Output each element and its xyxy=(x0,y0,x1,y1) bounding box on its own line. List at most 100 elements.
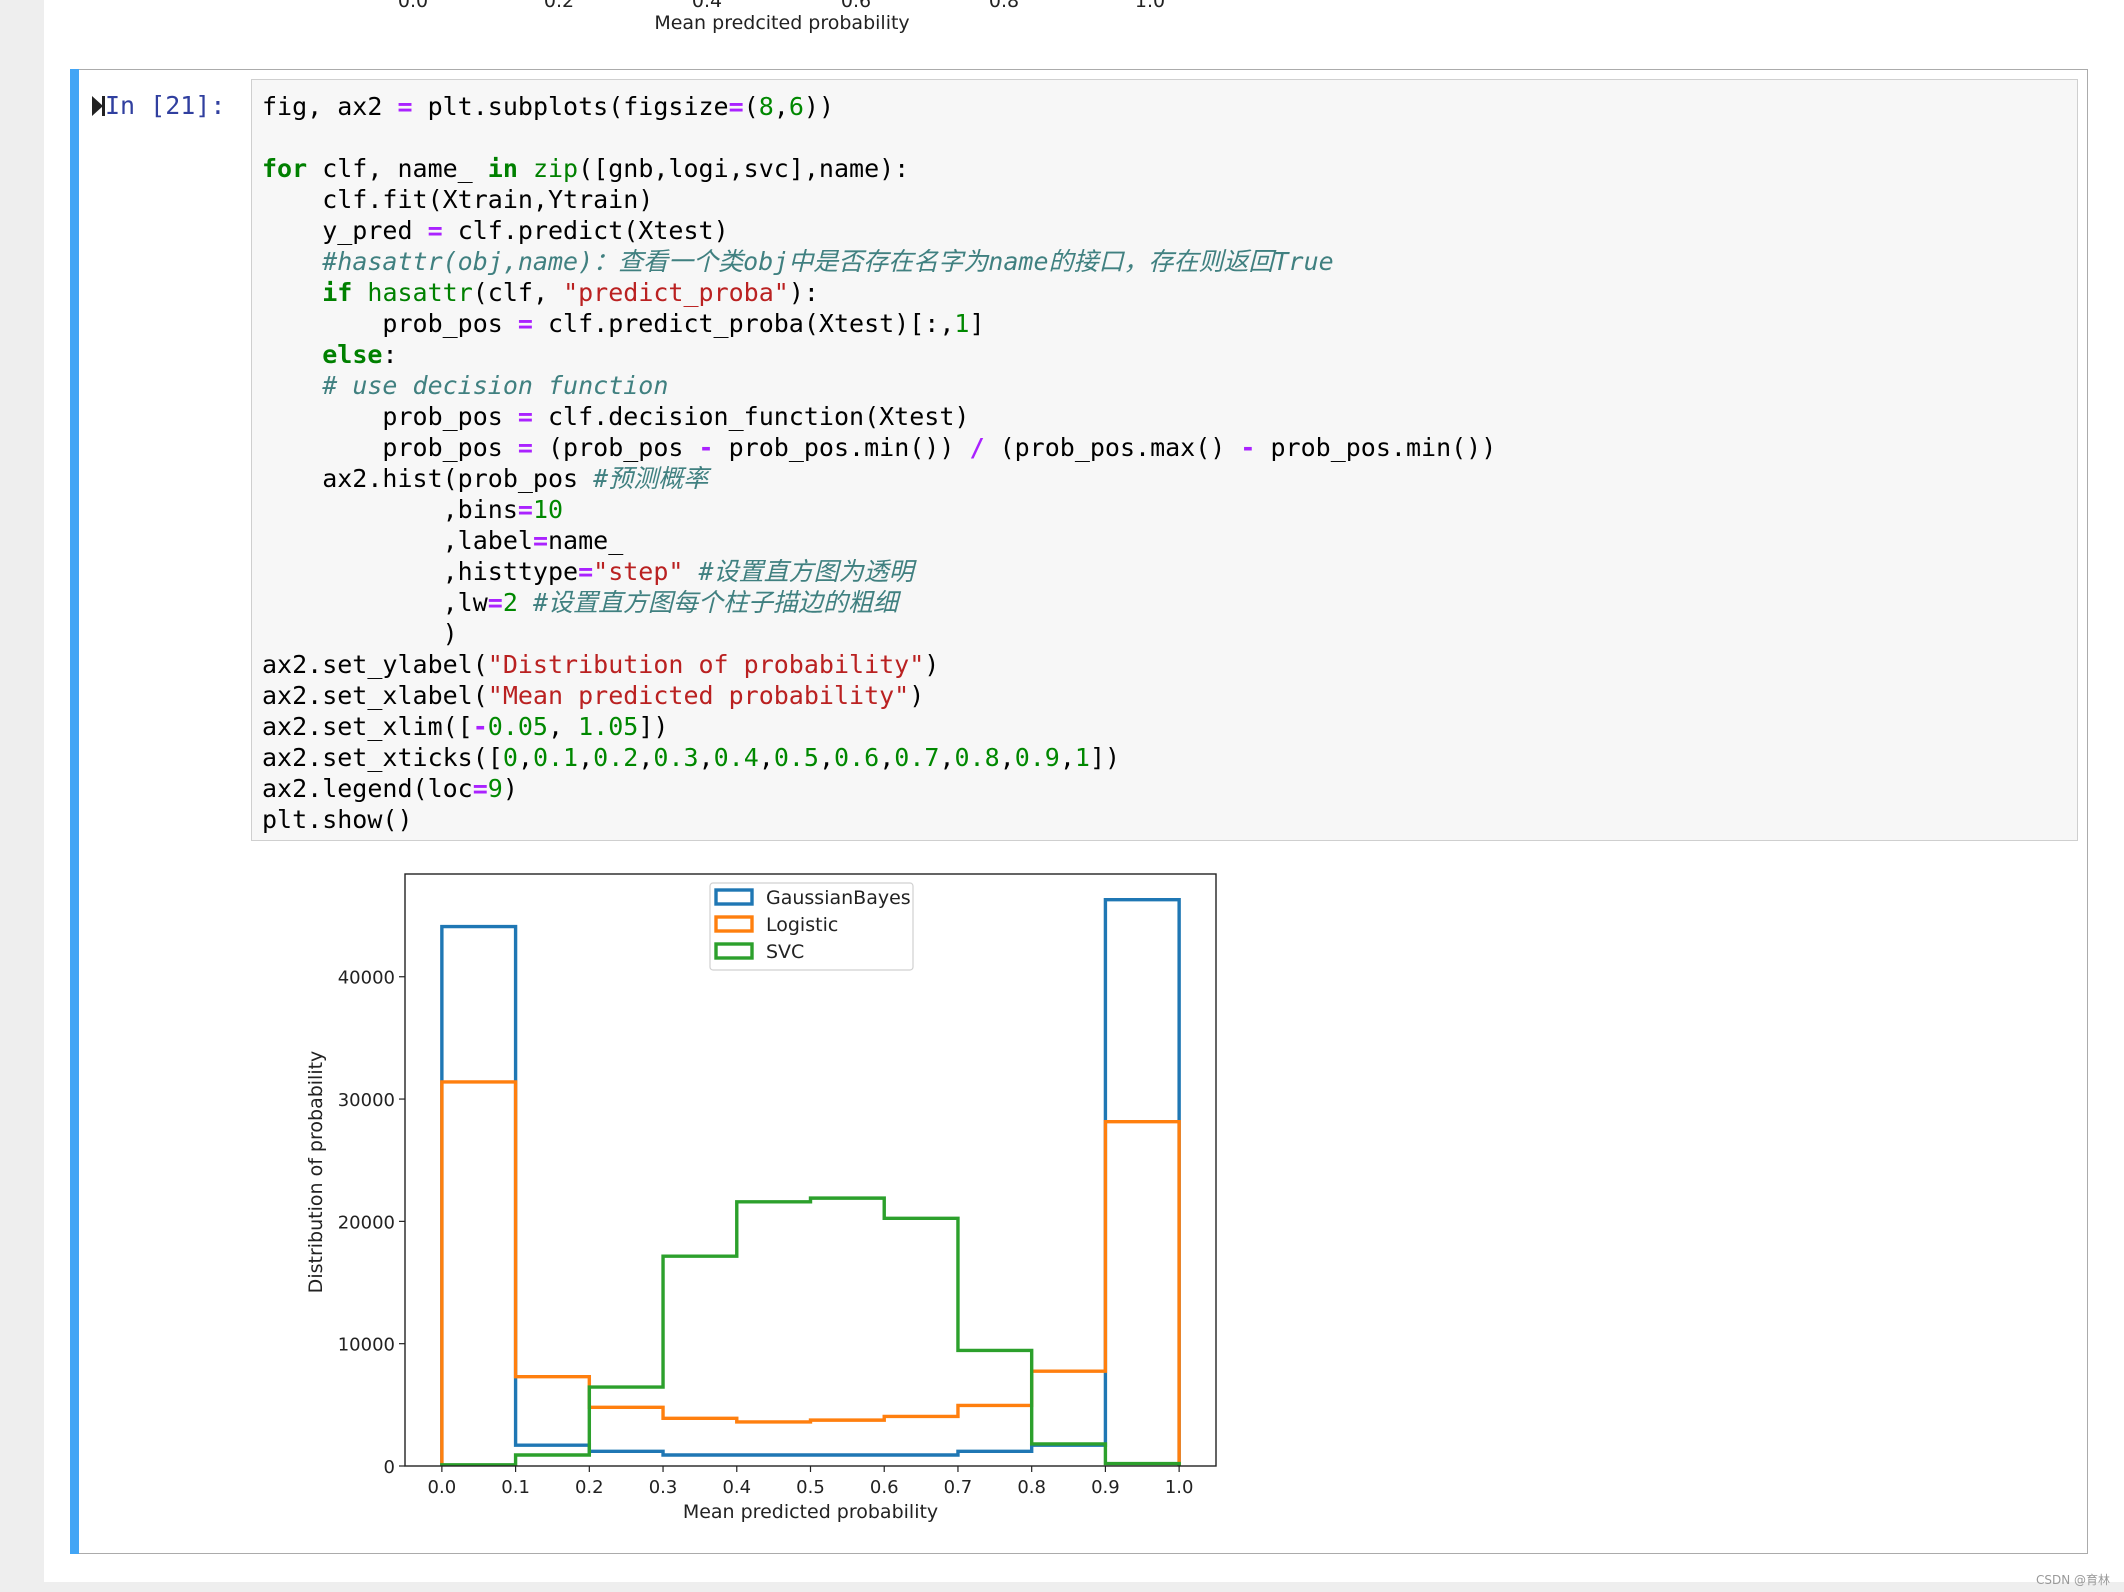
code-token: (prob_pos.max() xyxy=(984,433,1241,462)
code-token: ax2.set_xticks([ xyxy=(262,743,503,772)
code-token: prob_pos.min()) xyxy=(713,433,970,462)
x-tick-label: 0.4 xyxy=(722,1477,751,1498)
prompt-label: In [21]: xyxy=(105,91,226,120)
code-line: # use decision function xyxy=(262,370,2077,401)
y-tick-label: 20000 xyxy=(338,1212,395,1233)
code-token: "Distribution of probability" xyxy=(487,650,925,679)
code-token: 8 xyxy=(758,92,774,121)
prev-x-tick-label: 0.4 xyxy=(691,0,723,12)
code-token: 0.05 xyxy=(487,712,548,741)
code-token: 1 xyxy=(1074,743,1090,772)
code-token: , xyxy=(939,743,955,772)
histogram-series-logistic xyxy=(440,1080,1181,1466)
y-tick-label: 0 xyxy=(384,1457,395,1478)
code-token: fig, ax2 xyxy=(262,92,398,121)
code-token: 0.4 xyxy=(713,743,759,772)
code-token: prob_pos xyxy=(262,309,518,338)
code-token: plt.show() xyxy=(262,805,413,834)
code-token: ,bins xyxy=(262,495,518,524)
code-token: 0.6 xyxy=(834,743,880,772)
y-tick-label: 40000 xyxy=(338,968,395,989)
code-line: prob_pos = clf.decision_function(Xtest) xyxy=(262,401,2077,432)
code-token: ([gnb,logi,svc],name): xyxy=(578,154,910,183)
x-tick-label: 1.0 xyxy=(1165,1477,1194,1498)
code-token: hasattr xyxy=(367,278,473,307)
code-token: "predict_proba" xyxy=(563,278,789,307)
code-line: ,bins=10 xyxy=(262,494,2077,525)
x-tick-label: 0.5 xyxy=(796,1477,825,1498)
code-line: for clf, name_ in zip([gnb,logi,svc],nam… xyxy=(262,153,2077,184)
code-line: ,histtype="step" #设置直方图为透明 xyxy=(262,556,2077,587)
code-token: 9 xyxy=(487,774,503,803)
code-token: = xyxy=(517,495,533,524)
code-token: ax2.set_xlabel( xyxy=(262,681,488,710)
code-line: ax2.set_ylabel("Distribution of probabil… xyxy=(262,649,2077,680)
code-token: clf.decision_function(Xtest) xyxy=(532,402,970,431)
code-token: prob_pos xyxy=(262,402,518,431)
watermark: CSDN @育林 xyxy=(2035,1573,2110,1587)
x-tick-label: 0.2 xyxy=(575,1477,604,1498)
prev-x-tick-label: 0.0 xyxy=(397,0,429,12)
x-tick-label: 0.6 xyxy=(870,1477,899,1498)
y-tick-label: 10000 xyxy=(338,1335,395,1356)
x-tick-label: 0.3 xyxy=(649,1477,678,1498)
code-token: = xyxy=(517,433,533,462)
code-token: name_ xyxy=(548,526,624,555)
legend-label: Logistic xyxy=(766,914,838,936)
code-token: (prob_pos xyxy=(532,433,699,462)
code-token: clf.predict_proba(Xtest)[:, xyxy=(532,309,955,338)
code-line: ax2.hist(prob_pos #预测概率 xyxy=(262,463,2077,494)
x-tick-label: 0.7 xyxy=(944,1477,973,1498)
y-tick-label: 30000 xyxy=(338,1090,395,1111)
code-token: #设置直方图为透明 xyxy=(698,557,914,586)
code-token: prob_pos xyxy=(262,433,518,462)
cell-prompt: In [21]: xyxy=(92,90,225,121)
code-editor[interactable]: fig, ax2 = plt.subplots(figsize=(8,6)) fo… xyxy=(251,79,2078,841)
code-line: ,lw=2 #设置直方图每个柱子描边的粗细 xyxy=(262,587,2077,618)
code-token: ) xyxy=(502,774,518,803)
code-token: 2 xyxy=(502,588,518,617)
code-token: / xyxy=(969,433,985,462)
code-token: = xyxy=(517,309,533,338)
code-line: clf.fit(Xtrain,Ytrain) xyxy=(262,184,2077,215)
code-token: )) xyxy=(803,92,835,121)
code-token: y_pred xyxy=(262,216,428,245)
code-token: = xyxy=(532,526,548,555)
code-token: ,label xyxy=(262,526,533,555)
code-token: 0.8 xyxy=(954,743,1000,772)
code-token: (clf, xyxy=(472,278,564,307)
code-token: = xyxy=(517,402,533,431)
legend-label: GaussianBayes xyxy=(766,887,911,909)
code-token: prob_pos.min()) xyxy=(1255,433,1497,462)
code-line: prob_pos = clf.predict_proba(Xtest)[:,1] xyxy=(262,308,2077,339)
code-token: = xyxy=(397,92,413,121)
code-token: = xyxy=(728,92,744,121)
code-token: if xyxy=(322,278,353,307)
code-line: #hasattr(obj,name)：查看一个类obj中是否存在名字为name的… xyxy=(262,246,2077,277)
code-token: , xyxy=(548,712,579,741)
code-token: , xyxy=(638,743,654,772)
legend-swatch xyxy=(714,915,754,933)
code-token: 1 xyxy=(954,309,970,338)
code-token: , xyxy=(999,743,1015,772)
code-token: = xyxy=(427,216,443,245)
code-token: ,lw xyxy=(262,588,488,617)
code-token: zip xyxy=(532,154,579,183)
code-token: clf.fit(Xtrain,Ytrain) xyxy=(262,185,654,214)
code-token: ,histtype xyxy=(262,557,579,586)
code-line: plt.show() xyxy=(262,804,2077,835)
code-token: else xyxy=(322,340,383,369)
y-axis-label: Distribution of probability xyxy=(305,1051,327,1294)
code-token: 1.05 xyxy=(578,712,639,741)
prev-x-tick-label: 0.8 xyxy=(988,0,1020,12)
x-tick-label: 0.0 xyxy=(428,1477,457,1498)
step-run-icon[interactable] xyxy=(92,96,105,116)
code-line: if hasattr(clf, "predict_proba"): xyxy=(262,277,2077,308)
code-token: , xyxy=(517,743,533,772)
code-token: ) xyxy=(924,650,940,679)
code-cell[interactable] xyxy=(70,69,2088,1554)
code-line: fig, ax2 = plt.subplots(figsize=(8,6)) xyxy=(262,91,2077,122)
legend-swatch xyxy=(714,942,754,960)
code-token: ]) xyxy=(638,712,669,741)
code-token: "step" xyxy=(593,557,684,586)
